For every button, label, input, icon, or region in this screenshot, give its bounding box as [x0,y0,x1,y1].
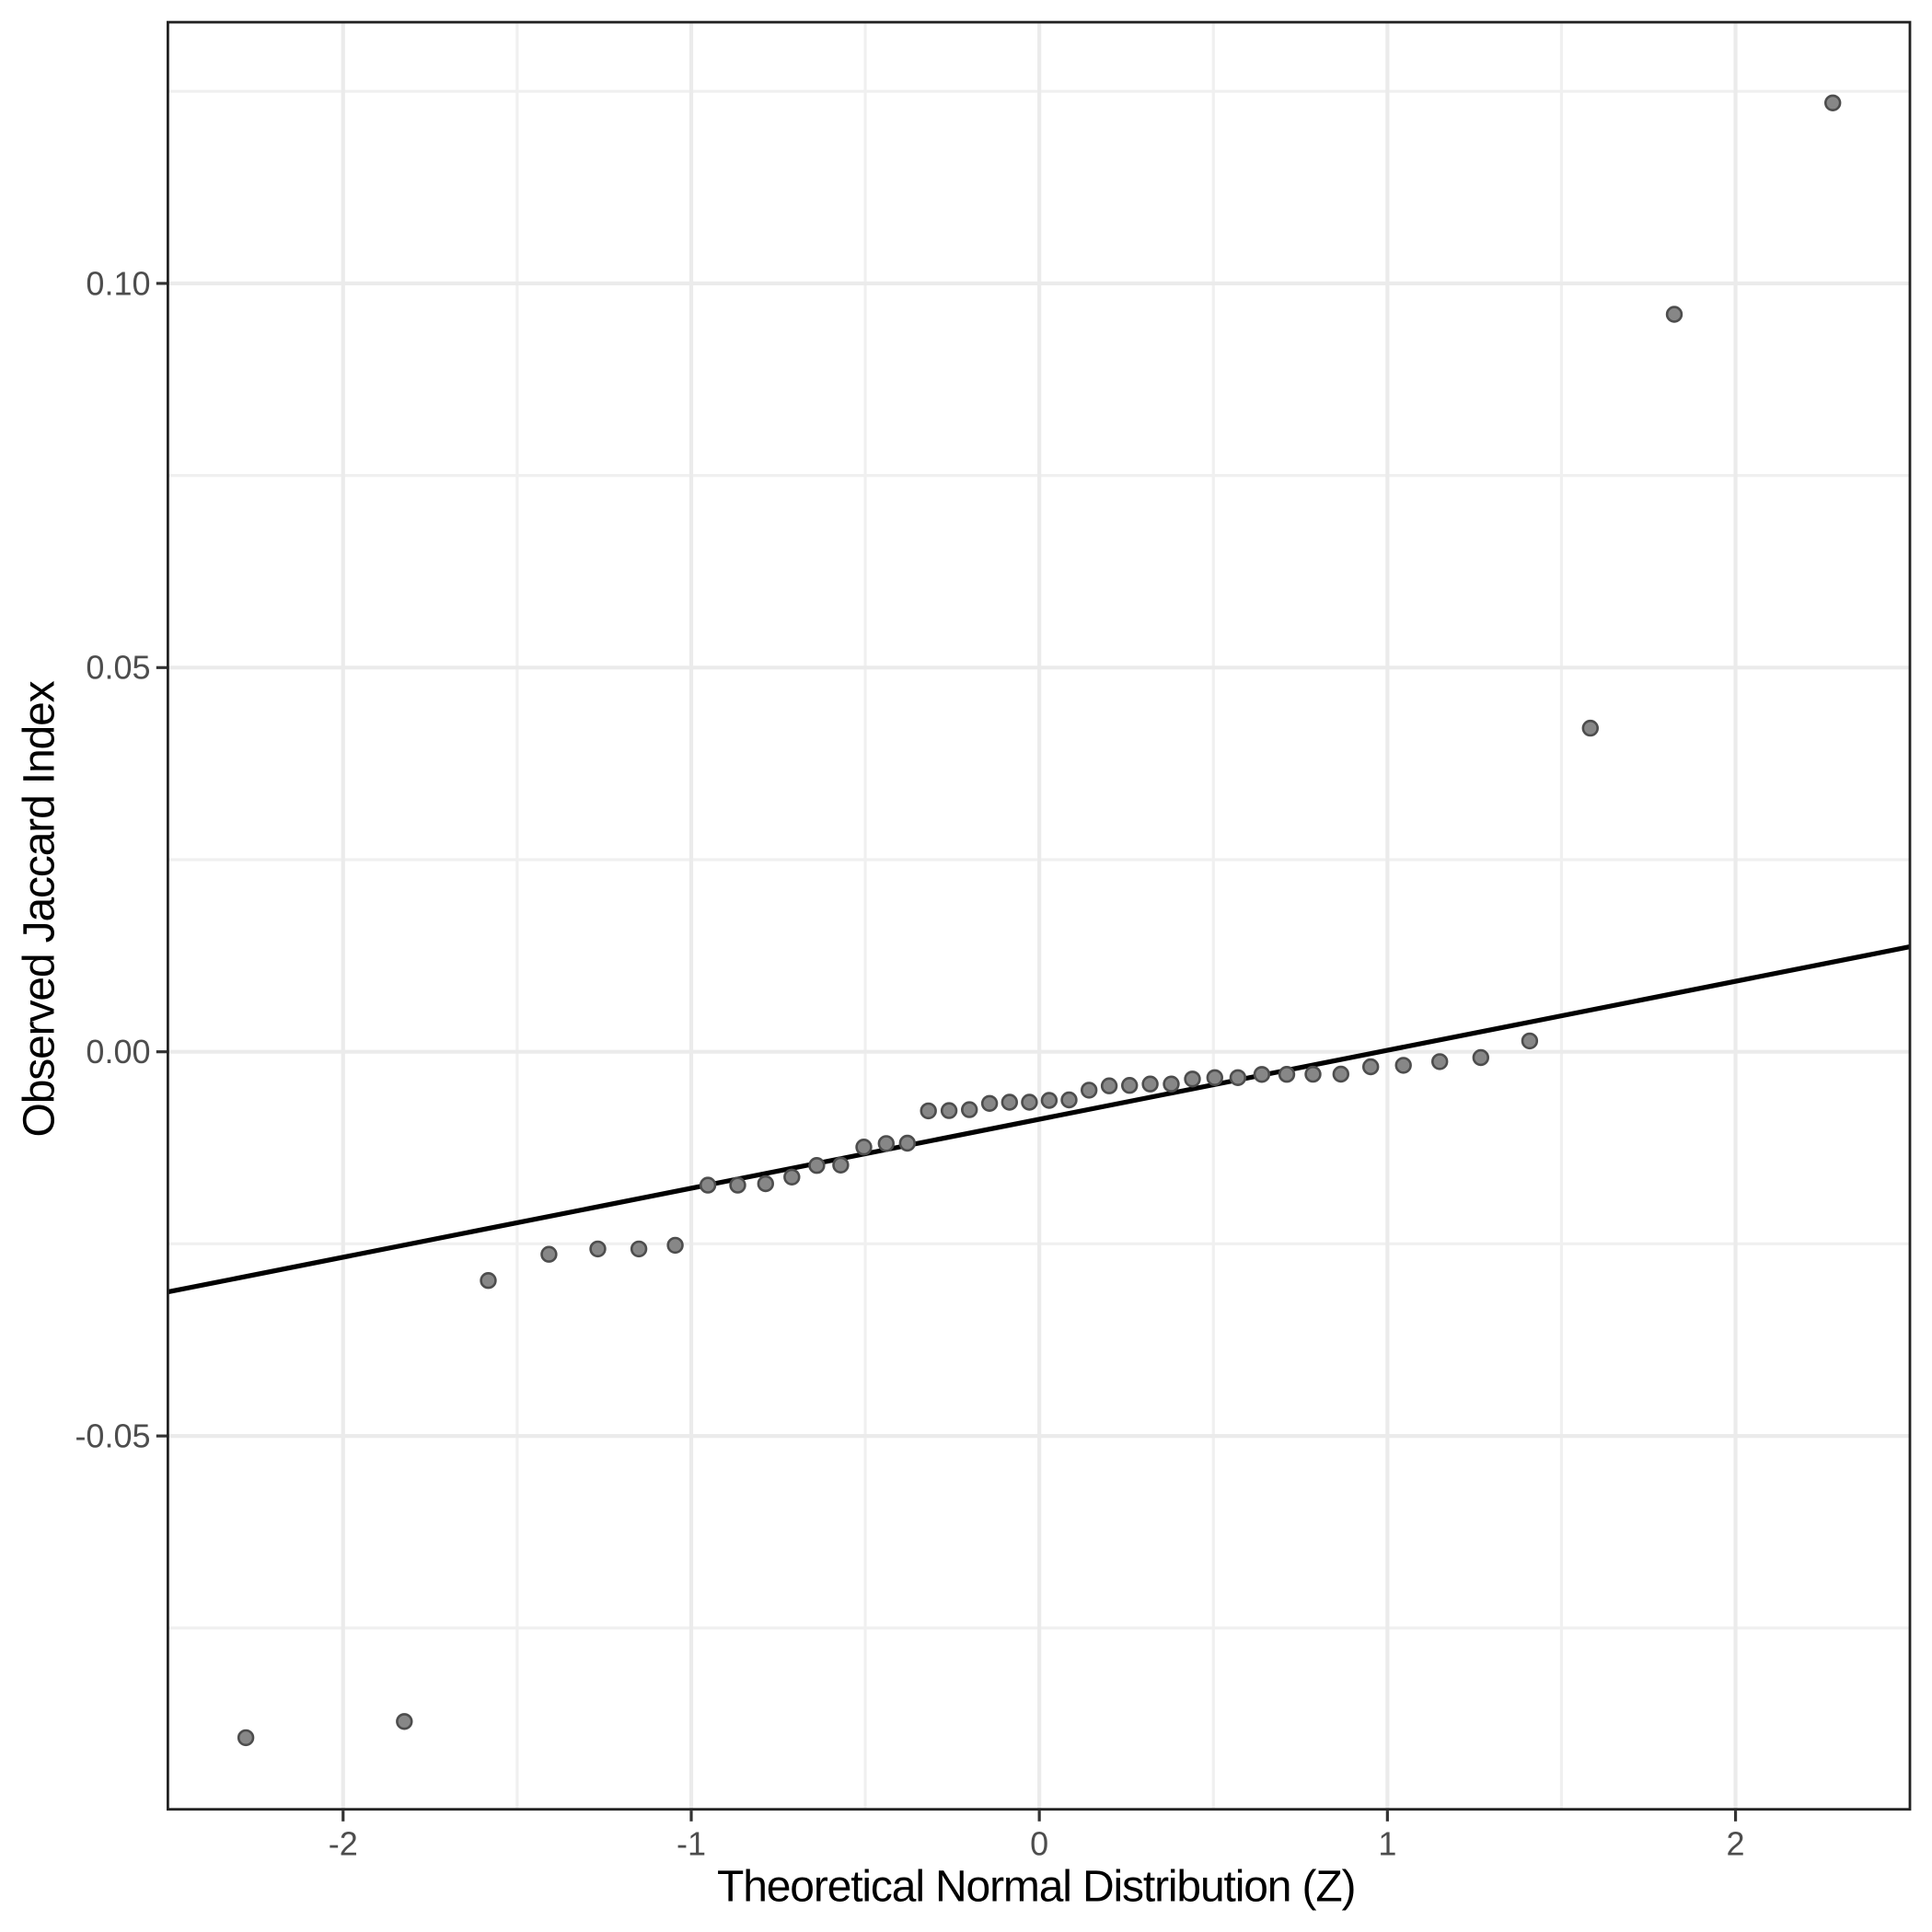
svg-text:-0.05: -0.05 [75,1417,150,1455]
svg-text:0.05: 0.05 [86,649,150,687]
svg-text:Observed Jaccard Index: Observed Jaccard Index [16,680,64,1137]
svg-text:Theoretical Normal Distributio: Theoretical Normal Distribution (Z) [717,1863,1355,1912]
svg-text:0.00: 0.00 [86,1033,150,1070]
svg-text:-1: -1 [677,1825,706,1863]
svg-text:0: 0 [1030,1825,1048,1863]
svg-text:1: 1 [1378,1825,1396,1863]
svg-text:0.10: 0.10 [86,264,150,302]
svg-text:-2: -2 [329,1825,358,1863]
svg-text:2: 2 [1727,1825,1745,1863]
